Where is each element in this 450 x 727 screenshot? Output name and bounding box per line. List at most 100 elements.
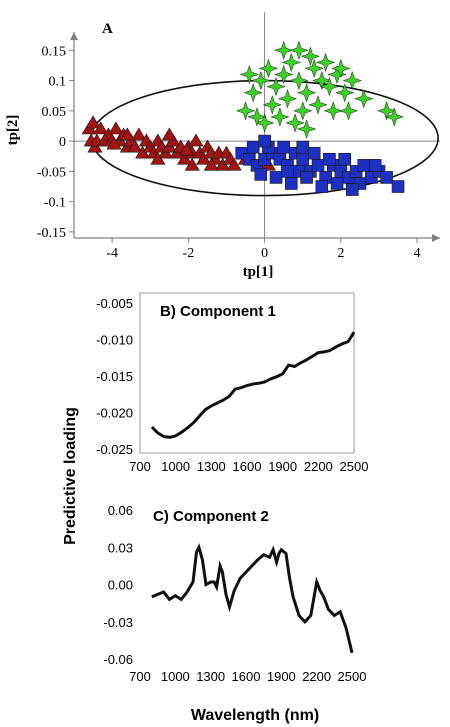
y-tick-label-0: 0.15: [42, 44, 67, 59]
component-2-x-tick-label-2: 1300: [196, 669, 225, 684]
score-point-star-9: [304, 58, 324, 79]
score-point-square-23: [277, 140, 290, 154]
score-point-square-19: [380, 171, 393, 184]
score-point-triangle-30: [188, 133, 204, 147]
component-2-line: [151, 543, 354, 654]
score-point-triangle-9: [108, 121, 124, 135]
component-1-x-tick-label-2: 1300: [197, 459, 226, 474]
score-point-star-28: [376, 101, 397, 121]
score-point-star-0: [235, 101, 256, 121]
score-point-star-31: [289, 40, 309, 61]
score-point-star-19: [323, 101, 344, 121]
score-point-star-33: [338, 100, 359, 121]
score-plot-ticks: -4 -2 0 2 4 0.15 0.1 0.05 0 -0.05 -0.1 -0.15: [37, 44, 421, 261]
score-point-triangle-42: [150, 151, 166, 165]
component-2-title: C) Component 2: [153, 508, 269, 525]
score-point-square-35: [258, 134, 271, 148]
x-tick-label-0: -4: [106, 246, 118, 261]
score-point-star-16: [277, 88, 298, 109]
score-point-square-27: [338, 152, 351, 166]
score-point-star-1: [243, 82, 263, 103]
component-2-y-tick-label-0: 0.06: [108, 503, 133, 518]
score-point-star-7: [289, 70, 309, 91]
component-1-x-tick-label-4: 1900: [268, 459, 297, 474]
score-point-star-15: [262, 95, 283, 115]
y-tick-label-3: 0: [59, 135, 66, 150]
score-plot-panel: A -4 -2 0 2 4 0.15 0.1 0.05 0 -0.05 -0.1 -0.15 tp[1…: [5, 12, 440, 280]
score-point-star-3: [258, 58, 279, 79]
component-1-y-tick-label-3: -0.020: [96, 406, 133, 421]
score-point-star-34: [296, 119, 317, 139]
score-point-triangle-2: [85, 115, 101, 129]
score-point-star-32: [239, 64, 260, 85]
score-point-square-21: [246, 140, 260, 154]
score-point-star-5: [273, 64, 294, 85]
score-point-star-24: [300, 46, 321, 67]
score-point-triangle-45: [203, 157, 219, 171]
score-point-square-26: [323, 152, 336, 166]
score-point-triangle-48: [106, 136, 122, 150]
score-point-star-29: [384, 107, 405, 127]
component-2-x-tick-label-1: 1000: [161, 669, 190, 684]
component-2-x-tick-label-4: 1900: [267, 669, 296, 684]
score-point-star-8: [296, 82, 317, 103]
component-1-panel: B) Component 1 700 1000 1300 1600 1900 2200 25…: [96, 292, 368, 474]
component-2-x-tick-label-0: 700: [129, 669, 151, 684]
wavelength-axis-label: Wavelength (nm): [191, 707, 319, 724]
score-point-triangle-49: [178, 142, 194, 156]
y-tick-label-1: 0.1: [49, 75, 67, 90]
component-2-x-tick-label-6: 2500: [338, 669, 367, 684]
score-point-square-30: [269, 171, 283, 184]
component-1-y-tick-label-1: -0.010: [96, 333, 133, 348]
component-1-x-tick-label-3: 1600: [233, 459, 262, 474]
score-point-triangle-40: [226, 157, 242, 171]
score-point-star-4: [266, 76, 286, 97]
score-point-triangle-14: [127, 139, 143, 153]
component-1-y-tick-label-2: -0.015: [96, 369, 133, 384]
component-1-ticks: 700 1000 1300 1600 1900 2200 2500 -0.005 -0.010 -…: [96, 296, 368, 474]
score-point-star-10: [312, 70, 332, 91]
score-point-square-34: [330, 177, 344, 190]
x-tick-label-3: 2: [337, 246, 344, 261]
score-point-star-30: [273, 40, 294, 61]
x-tick-label-1: -2: [183, 246, 195, 261]
score-point-square-20: [391, 180, 405, 193]
score-point-star-27: [353, 88, 374, 109]
score-point-square-36: [254, 168, 268, 181]
component-2-x-tick-label-3: 1600: [232, 669, 261, 684]
component-2-y-tick-label-3: -0.03: [103, 615, 133, 630]
panel-a-label: A: [102, 21, 113, 37]
score-point-star-25: [315, 52, 336, 73]
score-point-triangle-44: [184, 157, 200, 171]
component-1-y-tick-label-0: -0.005: [96, 296, 133, 311]
score-point-square-16: [357, 159, 371, 172]
component-2-x-tick-label-5: 2200: [302, 669, 331, 684]
score-point-square-8: [296, 152, 310, 166]
x-tick-label-2: 0: [261, 246, 268, 261]
score-point-square-37: [346, 183, 359, 196]
score-point-square-10: [311, 159, 325, 172]
score-point-triangle-5: [93, 121, 109, 135]
component-1-x-tick-label-5: 2200: [304, 459, 333, 474]
score-point-star-17: [293, 101, 313, 121]
y-tick-label-5: -0.1: [44, 196, 66, 211]
score-point-star-23: [247, 107, 267, 127]
score-point-square-38: [296, 140, 310, 154]
score-point-square-29: [368, 159, 382, 172]
x-axis-label: tp[1]: [243, 264, 274, 280]
component-2-y-tick-label-2: 0.00: [108, 578, 133, 593]
score-point-star-26: [331, 58, 351, 79]
component-1-title: B) Component 1: [160, 303, 276, 320]
x-tick-label-4: 4: [414, 246, 421, 261]
score-point-square-33: [315, 180, 329, 193]
x-axis-arrow: [432, 234, 440, 242]
score-plot-axes: [70, 12, 440, 242]
score-point-star-14: [342, 70, 363, 91]
score-point-star-11: [319, 76, 340, 97]
component-1-frame: [139, 292, 355, 454]
y-axis-arrow: [70, 32, 78, 41]
score-point-square-39: [281, 165, 294, 178]
component-2-y-tick-label-1: 0.03: [108, 540, 133, 555]
score-point-star-21: [270, 107, 290, 127]
score-point-star-20: [254, 113, 275, 133]
